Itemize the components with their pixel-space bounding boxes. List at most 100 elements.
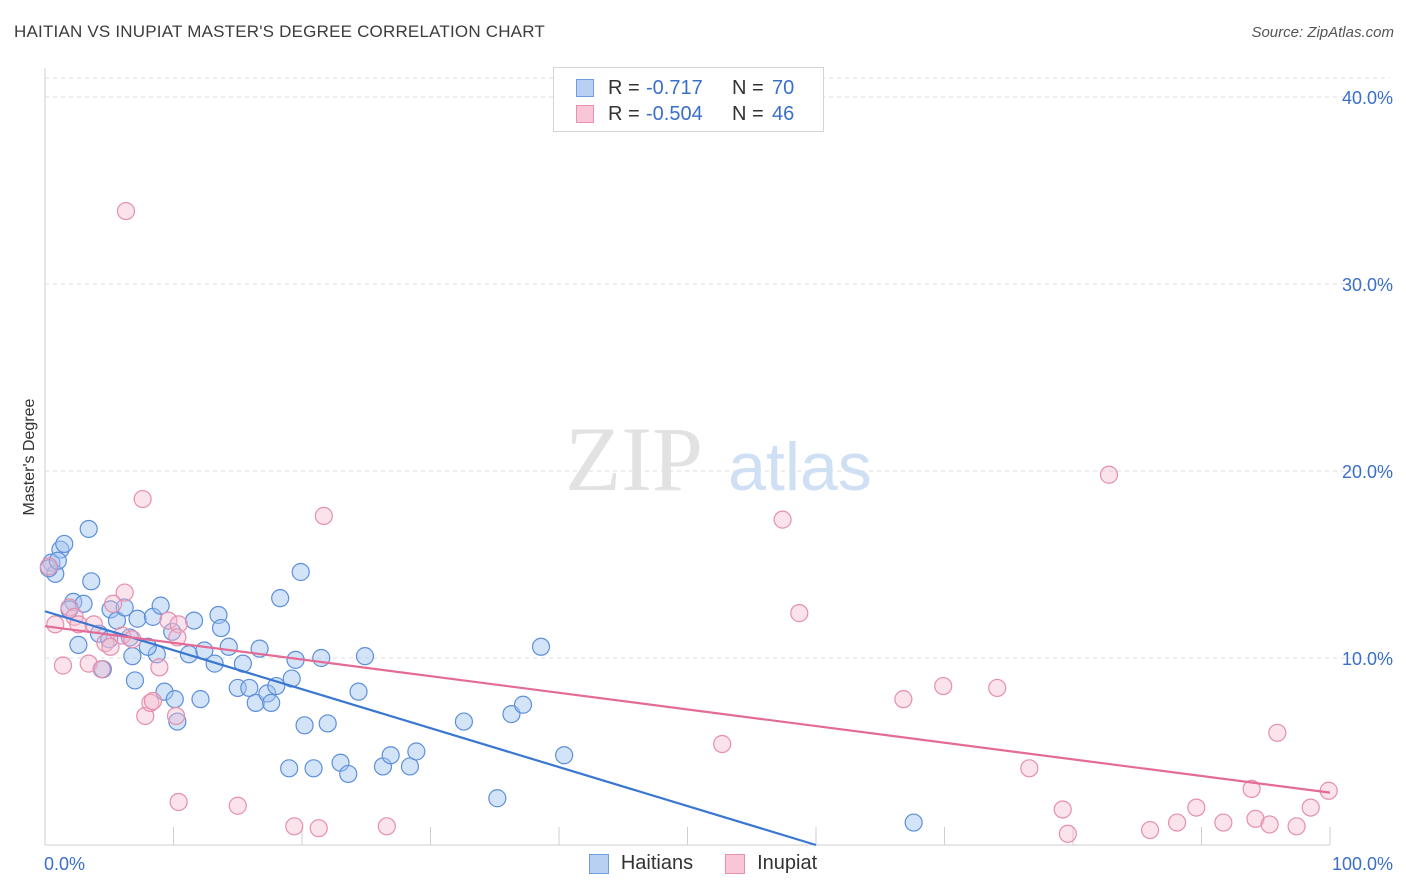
inupiat-point <box>1053 800 1072 819</box>
inupiat-swatch <box>576 105 594 123</box>
gridlines <box>45 77 1390 659</box>
haitians-point <box>349 682 368 701</box>
inupiat-point <box>60 598 79 617</box>
watermark: ZIP atlas <box>565 408 872 510</box>
haitians-point <box>312 648 331 668</box>
y-axis-label: Master's Degree <box>21 398 38 515</box>
inupiat-point <box>1301 798 1320 817</box>
inupiat-point <box>894 690 913 709</box>
haitians-point <box>339 764 358 784</box>
inupiat-point <box>92 660 111 679</box>
haitians-point <box>48 551 67 570</box>
inupiat-point <box>713 734 732 754</box>
data-points <box>39 201 1338 843</box>
haitians-point <box>165 690 184 709</box>
haitians-point <box>262 693 281 712</box>
inupiat-point <box>988 678 1007 698</box>
inupiat-point <box>1268 723 1287 742</box>
haitians-point <box>79 519 98 539</box>
haitians-point <box>151 596 170 615</box>
stats-legend: R = -0.717 N = 70 R = -0.504 N = 46 <box>553 67 824 132</box>
inupiat-point <box>101 637 120 656</box>
haitians-point <box>115 598 134 617</box>
legend-label: Inupiat <box>757 852 818 874</box>
tick-labels: 10.0% 20.0% 30.0% 40.0% 0.0% 100.0% <box>44 88 1393 874</box>
inupiat-point <box>377 817 396 836</box>
inupiat-point <box>116 201 136 221</box>
haitians-point <box>400 757 420 776</box>
inupiat-point <box>1260 815 1279 834</box>
haitians-point <box>555 746 574 765</box>
legend-label: Haitians <box>620 852 694 874</box>
inupiat-point <box>169 615 188 634</box>
n-label: N = <box>732 76 764 99</box>
inupiat-point <box>1187 798 1206 817</box>
y-tick-label: 10.0% <box>1342 649 1393 669</box>
watermark-zip: ZIP <box>565 408 703 510</box>
inupiat-point <box>143 691 163 711</box>
haitians-point <box>211 618 231 638</box>
series-legend: Haitians Inupiat <box>0 852 1406 875</box>
inupiat-point <box>53 656 73 675</box>
haitians-point <box>191 690 210 709</box>
haitians-swatch <box>576 79 594 97</box>
inupiat-point <box>228 796 247 815</box>
haitians-point <box>280 759 299 778</box>
inupiat-trend-line <box>44 625 1331 794</box>
haitians-point <box>513 695 533 714</box>
haitians-point <box>69 635 88 655</box>
inupiat-swatch <box>725 853 746 874</box>
n-label: N = <box>732 102 764 125</box>
legend-row-haitians: R = -0.717 N = 70 <box>576 76 794 100</box>
inupiat-point <box>1020 759 1039 778</box>
haitians-point <box>488 789 507 808</box>
inupiat-point <box>133 489 152 509</box>
inupiat-point <box>150 658 169 677</box>
inupiat-point <box>309 819 328 838</box>
haitians-point <box>271 589 290 608</box>
x-tick-label-max: 100.0% <box>1332 854 1393 874</box>
haitians-point <box>163 622 182 641</box>
haitians-point <box>240 678 259 698</box>
inupiat-point <box>1214 813 1233 832</box>
inupiat-point <box>1140 820 1160 840</box>
haitians-trend-line <box>44 610 817 847</box>
haitians-swatch <box>588 853 609 874</box>
inupiat-point <box>115 583 134 602</box>
inupiat-point <box>159 611 178 630</box>
haitians-point <box>407 742 426 761</box>
inupiat-point <box>1242 779 1261 799</box>
n-value: 46 <box>772 102 795 125</box>
y-tick-label: 30.0% <box>1342 275 1393 295</box>
r-label: R = <box>608 102 640 125</box>
inupiat-point <box>1058 824 1077 843</box>
inupiat-point <box>1099 465 1119 484</box>
haitians-point <box>318 714 337 733</box>
source-credit: Source: ZipAtlas.com <box>1251 24 1394 41</box>
haitians-point <box>295 716 314 735</box>
axes <box>44 68 1331 846</box>
haitians-point <box>531 637 551 656</box>
r-label: R = <box>608 76 640 99</box>
trend-lines <box>44 610 1331 847</box>
inupiat-point <box>1167 813 1187 832</box>
inupiat-point <box>169 792 188 812</box>
watermark-atlas: atlas <box>728 429 872 505</box>
inupiat-point <box>934 676 953 696</box>
haitians-point <box>55 534 74 554</box>
inupiat-point <box>773 510 792 529</box>
haitians-point <box>123 647 142 666</box>
haitians-point <box>291 562 310 582</box>
inupiat-point <box>314 506 333 525</box>
inupiat-point <box>166 706 186 726</box>
inupiat-point <box>39 557 58 576</box>
haitians-point <box>355 647 375 666</box>
haitians-point <box>304 759 323 778</box>
inupiat-point <box>285 817 304 836</box>
haitians-point <box>82 572 101 591</box>
haitians-point <box>128 609 147 628</box>
haitians-point <box>381 746 400 765</box>
inupiat-point <box>1287 817 1306 836</box>
r-value: -0.504 <box>646 102 703 125</box>
haitians-point <box>138 637 157 656</box>
